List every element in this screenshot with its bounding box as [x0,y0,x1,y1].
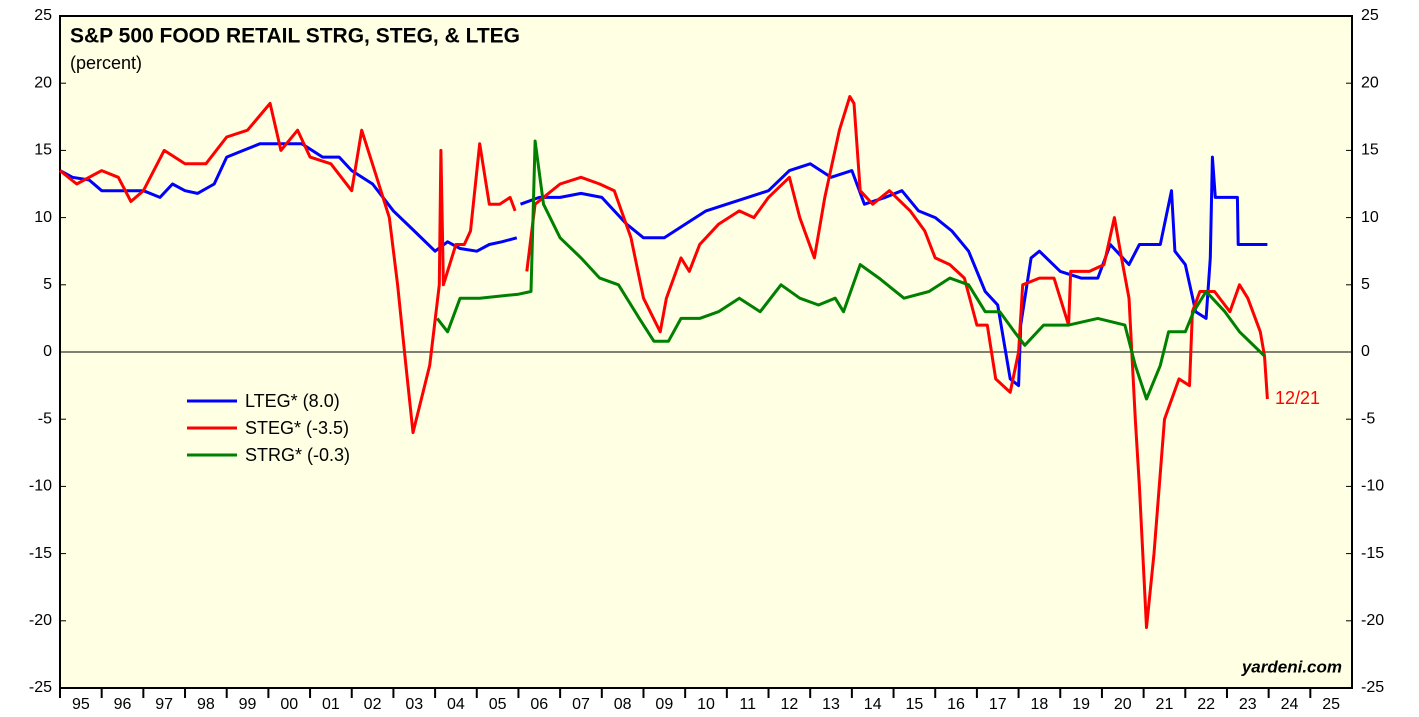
x-tick-label: 15 [905,696,923,713]
x-tick-label: 25 [1322,696,1340,713]
series-line [59,95,1269,629]
y2-tick-label: -5 [1361,410,1375,427]
x-tick-label: 98 [197,696,215,713]
x-tick-label: 96 [114,696,132,713]
legend-label: STEG* (-3.5) [245,418,349,438]
y-tick-label: 25 [34,7,52,24]
y2-tick-label: 25 [1361,7,1379,24]
y2-tick-label: 15 [1361,142,1379,159]
x-tick-label: 97 [155,696,173,713]
x-tick-label: 17 [989,696,1007,713]
y2-tick-label: -25 [1361,679,1384,696]
x-tick-label: 24 [1281,696,1299,713]
source: yardeni.com [1241,657,1342,676]
y2-tick-label: -10 [1361,478,1384,495]
x-tick-label: 21 [1156,696,1174,713]
legend-label: STRG* (-0.3) [245,445,350,465]
y-tick-label: -5 [38,410,52,427]
y2-tick-label: 20 [1361,74,1379,91]
x-tick-label: 95 [72,696,90,713]
y-tick-label: 20 [34,74,52,91]
x-tick-label: 13 [822,696,840,713]
x-tick-label: 11 [739,696,756,713]
series-line [59,142,1268,388]
x-tick-label: 00 [280,696,298,713]
x-tick-label: 22 [1197,696,1215,713]
y-tick-label: 10 [34,209,52,226]
y2-tick-label: 10 [1361,209,1379,226]
x-tick-label: 10 [697,696,715,713]
y2-tick-label: -15 [1361,545,1384,562]
x-tick-label: 19 [1072,696,1090,713]
annotation: 12/21 [1275,388,1320,408]
y-tick-label: 15 [34,142,52,159]
x-tick-label: 03 [405,696,423,713]
y-tick-label: -25 [29,679,52,696]
x-tick-label: 04 [447,696,465,713]
x-tick-label: 01 [322,696,340,713]
y2-tick-label: -20 [1361,612,1384,629]
series-line [436,139,1266,401]
x-tick-label: 05 [489,696,507,713]
legend-label: LTEG* (8.0) [245,391,340,411]
x-tick-label: 12 [780,696,798,713]
x-tick-label: 18 [1031,696,1049,713]
x-tick-label: 07 [572,696,590,713]
x-tick-label: 02 [364,696,382,713]
x-tick-label: 20 [1114,696,1132,713]
x-tick-label: 14 [864,696,882,713]
x-tick-label: 06 [530,696,548,713]
y-tick-label: 0 [43,343,52,360]
chart-title: S&P 500 FOOD RETAIL STRG, STEG, & LTEG [70,25,520,48]
y-tick-label: 5 [43,276,52,293]
x-tick-label: 99 [239,696,257,713]
y-tick-label: -15 [29,545,52,562]
x-tick-label: 16 [947,696,965,713]
x-tick-label: 23 [1239,696,1257,713]
y-tick-label: -20 [29,612,52,629]
y2-tick-label: 5 [1361,276,1370,293]
x-tick-label: 09 [655,696,673,713]
x-tick-label: 08 [614,696,632,713]
y-tick-label: -10 [29,478,52,495]
chart-subtitle: (percent) [70,53,142,73]
y2-tick-label: 0 [1361,343,1370,360]
